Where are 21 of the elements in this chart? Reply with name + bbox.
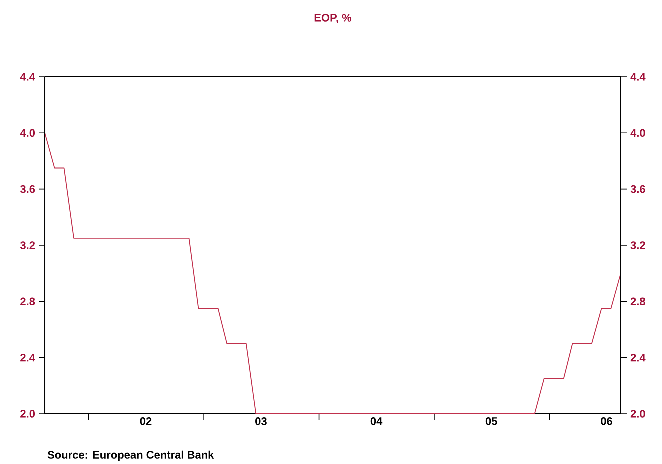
x-tick-label: 03 [256, 417, 267, 426]
y-tick-label: 2.0 [630, 410, 646, 418]
y2-tick-label: 2.4 [20, 354, 36, 362]
x-tick-label: 04 [370, 417, 383, 426]
y-tick-label: 3.6 [630, 185, 646, 194]
y2-tick-label: 4.0 [20, 129, 36, 137]
chart-title: EOP, % [314, 14, 352, 24]
y2-tick-label: 2.8 [20, 298, 36, 306]
y-tick-label: 3.2 [630, 241, 646, 250]
y2-tick-label: 4.4 [20, 72, 36, 81]
y-tick-label: 2.8 [630, 298, 646, 306]
y-tick-label: 4.4 [630, 72, 646, 81]
y-tick-label: 4.0 [630, 129, 646, 137]
y2-tick-label: 3.2 [20, 241, 36, 250]
y-tick-label: 2.4 [630, 354, 646, 362]
x-tick-label: 05 [486, 417, 498, 426]
source-note: Source: European Central Bank [48, 450, 214, 461]
y2-tick-label: 3.6 [20, 185, 36, 194]
x-tick-label: 02 [140, 417, 152, 426]
y2-tick-label: 2.0 [20, 410, 36, 418]
x-tick-label: 06 [601, 417, 613, 426]
